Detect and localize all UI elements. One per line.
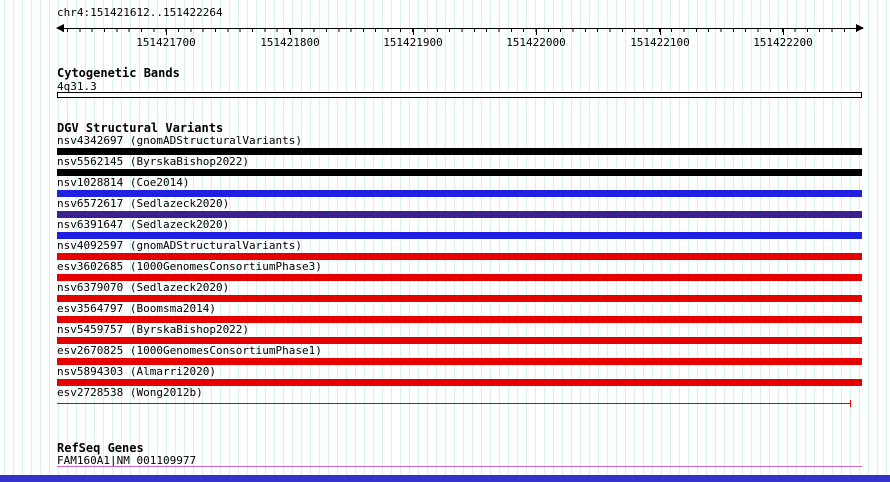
variant-label: esv3602685 (1000GenomesConsortiumPhase3) (57, 260, 322, 273)
variant-label: nsv6379070 (Sedlazeck2020) (57, 281, 230, 294)
ruler-major-tick (536, 29, 537, 35)
dgv-track-row: esv3564797 (Boomsma2014) (57, 303, 862, 324)
dgv-track-row: nsv6391647 (Sedlazeck2020) (57, 219, 862, 240)
variant-label: nsv4092597 (gnomADStructuralVariants) (57, 239, 303, 252)
ruler-major-tick (783, 29, 784, 35)
variant-label: nsv6391647 (Sedlazeck2020) (57, 218, 230, 231)
variant-bar[interactable] (57, 169, 862, 176)
variant-label: esv2670825 (1000GenomesConsortiumPhase1) (57, 344, 322, 357)
ruler-tick-label: 151422100 (630, 36, 690, 49)
dgv-track-row: nsv5562145 (ByrskaBishop2022) (57, 156, 862, 177)
ruler-major-tick (290, 29, 291, 35)
dgv-track-row: nsv5894303 (Almarri2020) (57, 366, 862, 387)
variant-line-segment (57, 403, 851, 404)
gene-label: FAM160A1|NM_001109977 (57, 454, 197, 467)
variant-bar[interactable] (57, 190, 862, 197)
cytoband-glyph[interactable] (57, 92, 862, 98)
dgv-track-row: esv2728538 (Wong2012b) (57, 387, 862, 408)
variant-bar[interactable] (57, 295, 862, 302)
ruler-major-tick (660, 29, 661, 35)
footer-bar (0, 475, 890, 482)
ruler-left-arrow-icon (56, 24, 64, 32)
ruler-tick-label: 151421900 (383, 36, 443, 49)
gene-glyph-line[interactable] (57, 466, 862, 467)
dgv-track-row: nsv4342697 (gnomADStructuralVariants) (57, 135, 862, 156)
ruler-line (57, 28, 863, 29)
variant-label: esv2728538 (Wong2012b) (57, 386, 203, 399)
variant-label: esv3564797 (Boomsma2014) (57, 302, 216, 315)
dgv-track-row: nsv6572617 (Sedlazeck2020) (57, 198, 862, 219)
variant-bar[interactable] (57, 379, 862, 386)
dgv-track-row: nsv6379070 (Sedlazeck2020) (57, 282, 862, 303)
variant-bar[interactable] (57, 211, 862, 218)
variant-bar[interactable] (57, 253, 862, 260)
ruler-tick-label: 151422200 (753, 36, 813, 49)
ruler-major-tick (166, 29, 167, 35)
cytoband-label: 4q31.3 (57, 80, 97, 93)
variant-bar[interactable] (57, 274, 862, 281)
variant-line-end-tick (850, 400, 851, 407)
dgv-structural-variants-track: DGV Structural Variants nsv4342697 (gnom… (57, 121, 862, 408)
ruler-minor-ticks (57, 29, 863, 32)
ruler-right-arrow-icon (856, 24, 864, 32)
variant-bar[interactable] (57, 316, 862, 323)
refseq-genes-title: RefSeq Genes (57, 441, 144, 455)
region-coordinates: chr4:151421612..151422264 (57, 6, 223, 19)
variant-bar[interactable] (57, 337, 862, 344)
dgv-track-row: esv3602685 (1000GenomesConsortiumPhase3) (57, 261, 862, 282)
dgv-track-row: esv2670825 (1000GenomesConsortiumPhase1) (57, 345, 862, 366)
variant-line[interactable] (57, 400, 862, 407)
dgv-track-row: nsv1028814 (Coe2014) (57, 177, 862, 198)
variant-label: nsv5894303 (Almarri2020) (57, 365, 216, 378)
ruler-tick-label: 151422000 (506, 36, 566, 49)
variant-bar[interactable] (57, 358, 862, 365)
cytogenetic-bands-title: Cytogenetic Bands (57, 66, 180, 80)
variant-label: nsv5459757 (ByrskaBishop2022) (57, 323, 250, 336)
variant-label: nsv1028814 (Coe2014) (57, 176, 190, 189)
coordinate-ruler: 151421700 151421800 151421900 151422000 … (56, 0, 864, 52)
dgv-track-row: nsv4092597 (gnomADStructuralVariants) (57, 240, 862, 261)
ruler-tick-label: 151421700 (136, 36, 196, 49)
variant-bar[interactable] (57, 232, 862, 239)
variant-label: nsv6572617 (Sedlazeck2020) (57, 197, 230, 210)
variant-label: nsv5562145 (ByrskaBishop2022) (57, 155, 250, 168)
variant-label: nsv4342697 (gnomADStructuralVariants) (57, 134, 303, 147)
dgv-track-row: nsv5459757 (ByrskaBishop2022) (57, 324, 862, 345)
dgv-track-title: DGV Structural Variants (57, 121, 224, 135)
ruler-tick-label: 151421800 (260, 36, 320, 49)
ruler-major-tick (413, 29, 414, 35)
variant-bar[interactable] (57, 148, 862, 155)
